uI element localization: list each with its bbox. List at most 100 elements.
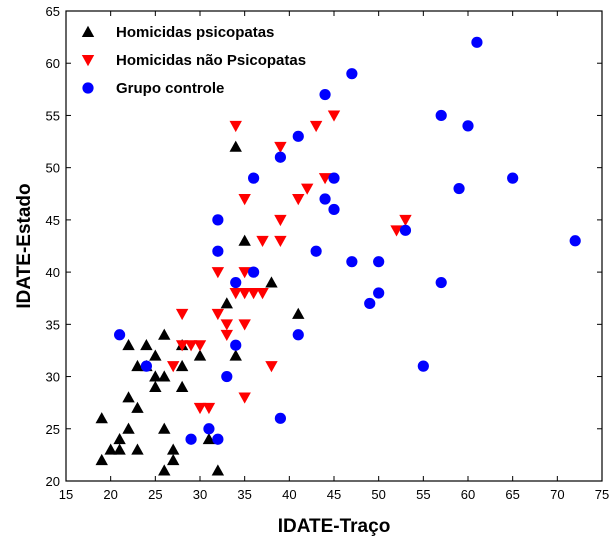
data-point [212, 214, 224, 226]
data-point [327, 110, 341, 122]
data-point [114, 329, 126, 341]
data-point [113, 443, 126, 455]
series-2 [167, 110, 412, 415]
data-point [435, 276, 447, 289]
data-point [167, 443, 180, 455]
x-tick-label: 15 [59, 487, 73, 502]
y-tick-label: 65 [46, 4, 60, 19]
data-point [229, 140, 242, 152]
data-point [417, 360, 429, 372]
data-point [292, 130, 304, 142]
data-point [274, 235, 287, 247]
data-point [238, 288, 251, 300]
data-point [274, 151, 286, 163]
x-tick-label: 50 [371, 487, 385, 502]
data-point [211, 308, 225, 321]
x-tick-label: 30 [193, 487, 207, 502]
data-point [507, 172, 519, 184]
data-point [131, 359, 144, 372]
data-point [175, 359, 189, 372]
legend-marker [81, 25, 95, 37]
x-tick-label: 65 [505, 487, 519, 502]
y-tick-label: 55 [46, 108, 60, 123]
data-point [274, 141, 287, 153]
data-point [122, 391, 135, 403]
data-point [158, 422, 171, 434]
data-point [310, 245, 322, 257]
data-point [212, 433, 224, 445]
x-tick-label: 25 [148, 487, 162, 502]
data-point [193, 349, 207, 361]
data-point [221, 370, 233, 383]
data-point [373, 256, 385, 268]
data-point [256, 288, 269, 300]
data-point [175, 380, 189, 392]
data-point [435, 109, 447, 122]
series-1 [95, 140, 305, 476]
data-point [399, 214, 412, 227]
data-point [220, 329, 233, 341]
data-point [185, 433, 197, 445]
data-point [471, 36, 483, 48]
data-points [95, 36, 581, 476]
data-point [238, 319, 251, 331]
data-point [149, 380, 162, 392]
data-point [202, 433, 216, 445]
data-point [265, 361, 278, 373]
data-point [95, 453, 108, 466]
data-point [248, 172, 260, 184]
data-point [229, 120, 242, 133]
data-point [122, 422, 135, 434]
data-point [319, 88, 331, 101]
data-point [203, 423, 215, 435]
y-tick-label: 50 [46, 161, 60, 176]
data-point [328, 203, 340, 216]
data-point [193, 402, 207, 415]
data-point [229, 349, 242, 361]
legend-label: Grupo controle [116, 80, 224, 97]
x-tick-label: 20 [103, 487, 117, 502]
y-tick-label: 30 [46, 370, 60, 385]
x-tick-label: 75 [595, 487, 609, 502]
data-point [211, 267, 225, 279]
x-tick-label: 40 [282, 487, 296, 502]
data-point [175, 340, 189, 352]
data-point [373, 287, 385, 299]
x-tick-label: 60 [461, 487, 475, 502]
data-point [274, 412, 286, 424]
y-axis-title: IDATE-Estado [14, 183, 35, 308]
data-point [229, 288, 242, 300]
data-point [399, 224, 412, 236]
data-point [364, 297, 376, 310]
data-point [346, 68, 358, 80]
data-point [238, 392, 251, 404]
data-point [247, 288, 260, 300]
y-tick-label: 60 [46, 56, 60, 71]
data-point [292, 307, 305, 319]
data-point [122, 339, 135, 351]
data-point [158, 328, 171, 340]
data-point [149, 349, 162, 361]
x-axis-title: IDATE-Traço [278, 516, 391, 537]
data-point [462, 120, 474, 132]
y-tick-label: 45 [46, 213, 60, 228]
data-point [301, 183, 314, 195]
data-point [184, 340, 198, 352]
data-point [230, 276, 242, 289]
x-tick-label: 70 [550, 487, 564, 502]
legend-item: Grupo controle [82, 80, 224, 97]
data-point [453, 182, 465, 195]
series-3 [114, 36, 581, 445]
data-point [175, 308, 189, 321]
data-point [292, 329, 304, 341]
data-point [390, 225, 403, 237]
data-point [131, 401, 144, 413]
data-point [248, 266, 260, 278]
data-point [149, 370, 162, 382]
data-point [256, 235, 269, 247]
data-point [193, 340, 207, 352]
data-point [140, 339, 153, 351]
legend-item: Homicidas não Psicopatas [81, 52, 306, 69]
data-point [292, 194, 305, 206]
data-point [212, 245, 224, 257]
